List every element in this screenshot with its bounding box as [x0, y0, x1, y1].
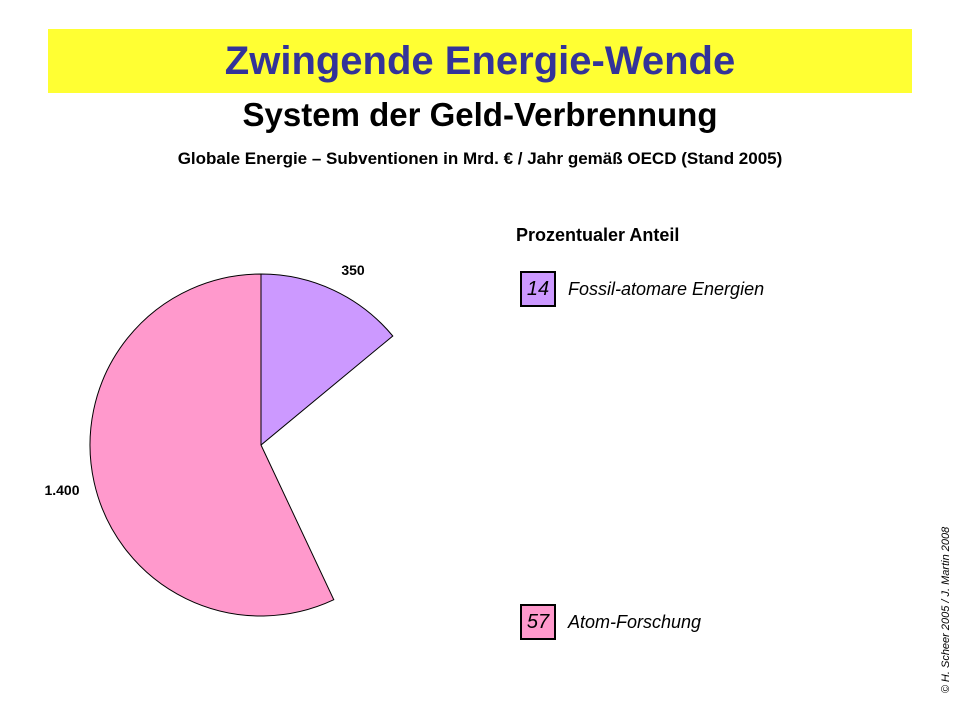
slice-value-label: 1.400	[44, 482, 79, 498]
legend-label: Fossil-atomare Energien	[568, 278, 765, 299]
slice-value-label: 350	[341, 262, 365, 278]
copyright-note: © H. Scheer 2005 / J. Martin 2008	[940, 526, 952, 694]
legend-percent-box: 14	[520, 271, 556, 307]
legend-item-fossil: 14 Fossil-atomare Energien	[520, 271, 764, 307]
legend-title: Prozentualer Anteil	[516, 225, 680, 245]
chart-caption: Globale Energie – Subventionen in Mrd. €…	[177, 149, 783, 168]
page-title: Zwingende Energie-Wende	[224, 38, 736, 83]
pie-slice	[89, 273, 335, 617]
legend-item-atom: 57 Atom-Forschung	[520, 604, 701, 640]
legend-label: Atom-Forschung	[568, 611, 702, 632]
pie-slice	[260, 273, 394, 447]
page-subtitle: System der Geld-Verbrennung	[242, 96, 718, 133]
legend-percent-box: 57	[520, 604, 556, 640]
title-banner: Zwingende Energie-Wende	[48, 29, 912, 93]
